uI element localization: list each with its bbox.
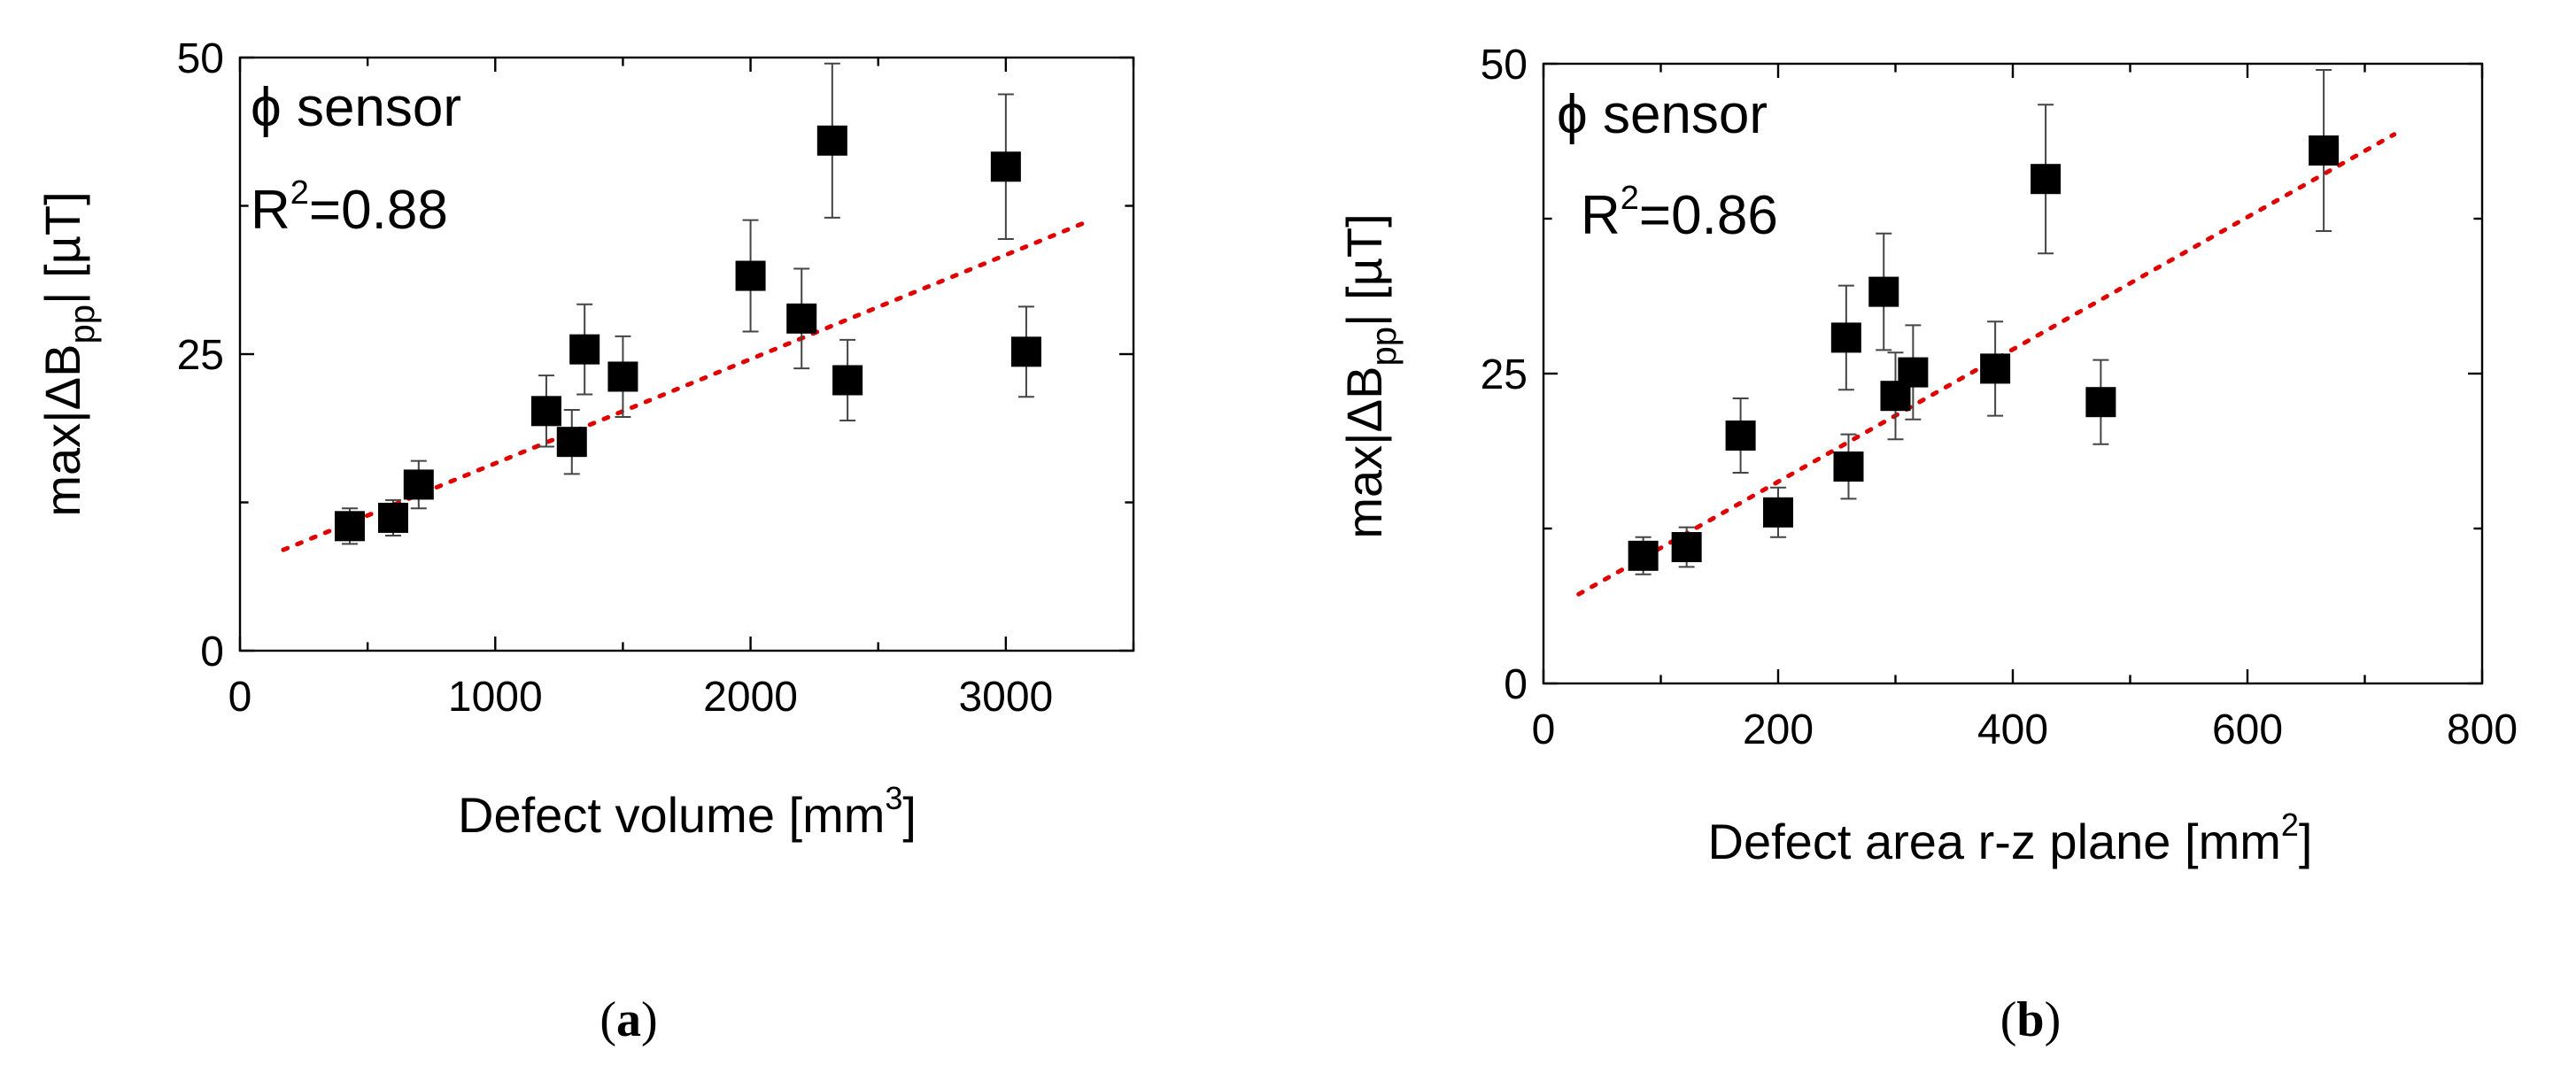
error-bars-b	[1635, 69, 2332, 575]
data-point-b	[1868, 276, 1899, 307]
data-point-a	[786, 303, 817, 334]
plot-frame-b	[1542, 62, 2484, 685]
x-tick-label-b: 400	[1977, 706, 2048, 753]
data-point-a	[569, 334, 600, 365]
y-tick-label-a: 0	[200, 629, 224, 675]
x-tick-label-a: 1000	[448, 674, 543, 721]
data-point-a	[403, 469, 434, 500]
x-tick-label-b: 200	[1743, 706, 1814, 753]
y-axis-title-a: max|ΔBpp| [µT]	[35, 191, 102, 516]
data-point-b	[1628, 540, 1659, 571]
r2-annotation-b: R2=0.86	[1581, 180, 1778, 246]
linear-fit-a	[281, 221, 1085, 552]
panel-b-chart: 0 200 400 600 800 0 25 50 ϕ sensor R2=0.86 Defe…	[1336, 42, 2518, 1047]
x-tick-label-b: 800	[2447, 706, 2518, 753]
data-point-a	[530, 396, 561, 427]
sensor-annotation-b: ϕ sensor	[1557, 84, 1768, 145]
x-tick-label-a: 0	[228, 674, 252, 721]
data-point-b	[1671, 532, 1702, 562]
y-tick-label-a: 50	[177, 35, 224, 82]
tick-labels-b: 0 200 400 600 800 0 25 50	[1481, 42, 2518, 753]
y-axis-title-b: max|ΔBpp| [µT]	[1336, 213, 1404, 538]
data-point-a	[735, 260, 766, 291]
x-axis-title-a: Defect volume [mm3]	[458, 780, 917, 843]
data-points-a	[334, 125, 1041, 542]
data-point-a	[377, 502, 408, 533]
y-tick-label-b: 0	[1504, 661, 1528, 708]
data-point-b	[2031, 164, 2062, 195]
x-tick-label-a: 2000	[703, 674, 798, 721]
data-point-b	[2085, 387, 2116, 418]
data-point-b	[1830, 322, 1861, 353]
x-tick-label-a: 3000	[958, 674, 1053, 721]
r2-annotation-a: R2=0.88	[251, 174, 448, 241]
panel-a-chart: 0 1000 2000 3000 0 25 50 ϕ sensor R2=0.88 Defe…	[35, 35, 1135, 1047]
data-point-a	[990, 151, 1021, 182]
plot-frame-a	[238, 56, 1135, 652]
data-point-a	[334, 511, 365, 542]
panel-label-b: (b)	[2000, 992, 2061, 1047]
panel-label-a: (a)	[600, 992, 657, 1047]
data-point-b	[1898, 357, 1929, 388]
data-point-a	[816, 125, 847, 156]
data-point-b	[2309, 135, 2340, 166]
sensor-annotation-a: ϕ sensor	[251, 77, 461, 138]
ticks-a	[238, 56, 1135, 652]
data-point-b	[1833, 451, 1864, 482]
data-point-a	[832, 365, 863, 396]
data-point-a	[607, 361, 638, 392]
data-points-b	[1628, 135, 2340, 571]
x-tick-label-b: 0	[1532, 706, 1556, 753]
data-point-a	[1010, 336, 1041, 367]
ticks-b	[1542, 62, 2484, 685]
y-tick-label-b: 25	[1481, 351, 1528, 398]
data-point-b	[1725, 421, 1756, 451]
x-axis-title-b: Defect area r-z plane [mm2]	[1708, 806, 2313, 869]
tick-labels-a: 0 1000 2000 3000 0 25 50	[177, 35, 1054, 721]
fit-line-a	[281, 221, 1085, 552]
y-tick-label-a: 25	[177, 332, 224, 379]
y-tick-label-b: 50	[1481, 42, 1528, 89]
x-tick-label-b: 600	[2212, 706, 2283, 753]
data-point-b	[1980, 353, 2011, 384]
data-point-a	[556, 427, 587, 458]
data-point-b	[1763, 497, 1793, 528]
